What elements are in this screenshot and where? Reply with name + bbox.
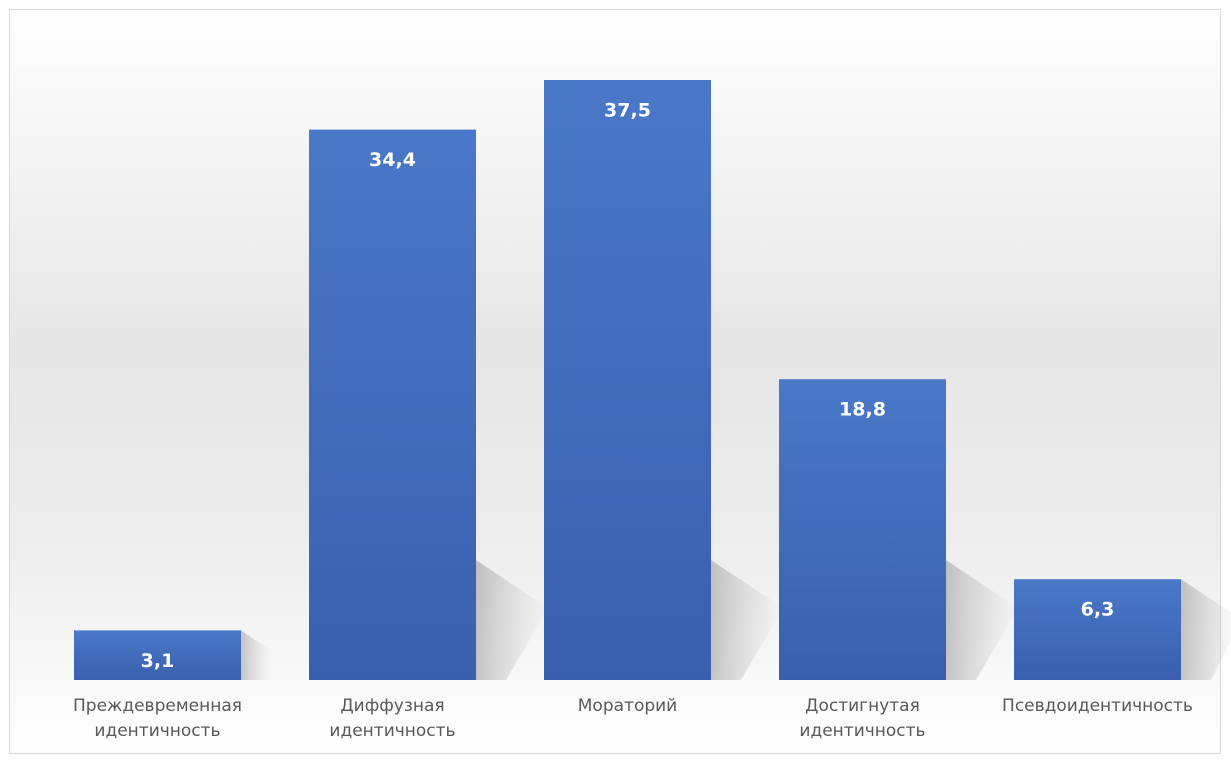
bar-shadow <box>946 560 1018 680</box>
x-tick-label: Достигнутая идентичность <box>799 696 926 741</box>
bar <box>544 80 711 680</box>
x-tick-label: Псевдоидентичность <box>1002 696 1193 716</box>
x-tick-label: Диффузная идентичность <box>329 696 456 741</box>
bar <box>1014 579 1181 680</box>
data-label: 34,4 <box>369 149 416 171</box>
x-tick-label: Мораторий <box>577 696 678 716</box>
data-label: 3,1 <box>141 650 175 672</box>
bar <box>74 630 241 680</box>
bar <box>309 129 476 681</box>
bar <box>779 379 946 680</box>
bar-shadow <box>241 630 271 680</box>
bar-shadow <box>711 560 783 680</box>
bar-shadow <box>476 560 548 680</box>
data-label: 6,3 <box>1081 599 1115 621</box>
bar-shadow <box>1181 579 1231 680</box>
data-label: 18,8 <box>839 399 886 421</box>
x-tick-label: Преждевременная идентичность <box>73 696 242 741</box>
data-label: 37,5 <box>604 100 651 122</box>
